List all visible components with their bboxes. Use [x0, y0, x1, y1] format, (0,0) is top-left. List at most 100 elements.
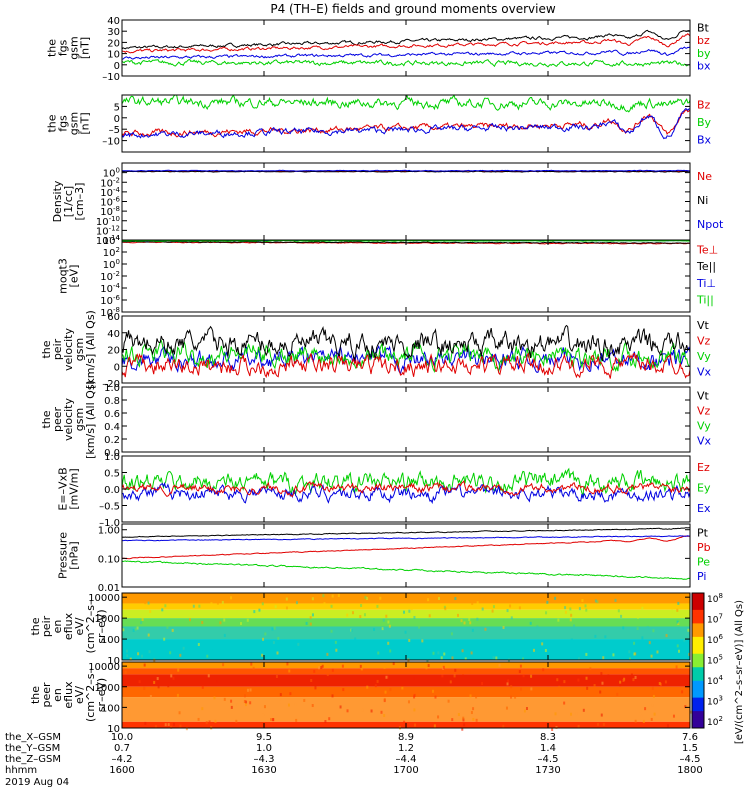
legend-entry: Vz [697, 405, 711, 418]
legend-entry: Vx [697, 365, 712, 378]
series-line-Ni [121, 170, 691, 173]
heatmap-cell [310, 678, 313, 682]
heatmap-cell [392, 662, 395, 666]
heatmap-cell [447, 699, 450, 703]
y-axis-label: velocity [62, 398, 75, 441]
heatmap-cell [484, 627, 487, 631]
heatmap-cell [222, 663, 225, 667]
heatmap-cell [435, 687, 438, 691]
heatmap-cell [272, 641, 275, 645]
heatmap-cell [331, 694, 334, 698]
y-axis-label: [mV/m] [68, 468, 81, 509]
footer-cell: 1630 [251, 765, 276, 776]
heatmap-cell [133, 702, 136, 706]
heatmap-cell [612, 631, 615, 635]
panel-peer_en_eflux: 10000 1000 100 10 thepeerenefluxeV/(cm^2–s–s… [29, 661, 692, 735]
heatmap-cell [633, 652, 636, 656]
y-tick-label: 0 [114, 114, 120, 125]
y-axis-label: peer [51, 407, 64, 433]
heatmap-cell [462, 718, 465, 722]
y-axis-label: the [40, 410, 53, 428]
footer-cell: –4.3 [254, 754, 275, 765]
heatmap-cell [326, 652, 329, 656]
heatmap-cell [586, 686, 589, 690]
y-axis-label: [eV] [68, 265, 81, 288]
heatmap-cell [236, 703, 239, 707]
heatmap-cell [413, 615, 416, 619]
colorbar-cell [692, 690, 704, 695]
heatmap-cell [491, 609, 494, 613]
heatmap-cell [569, 607, 572, 611]
legend-entry: Ez [697, 461, 710, 474]
heatmap-cell [389, 691, 392, 695]
heatmap-cell [365, 689, 368, 693]
heatmap-cell [403, 610, 406, 614]
footer-cell: –4.5 [538, 754, 559, 765]
heatmap-cell [519, 664, 522, 668]
heatmap-cell [272, 718, 275, 722]
heatmap-cell [530, 687, 533, 691]
heatmap-cell [407, 700, 410, 704]
heatmap-cell [274, 605, 277, 609]
heatmap-cell [169, 651, 172, 655]
heatmap-cell [360, 604, 363, 608]
heatmap-cell [652, 629, 655, 633]
footer-row-label: the_Z–GSM [5, 754, 61, 765]
heatmap-cell [471, 601, 474, 605]
heatmap-cell [359, 615, 362, 619]
colorbar-cell [692, 626, 704, 631]
heatmap-cell [184, 641, 187, 645]
heatmap-cell [197, 643, 200, 647]
heatmap-cell [470, 651, 473, 655]
heatmap-cell [141, 617, 144, 621]
heatmap-cell [427, 663, 430, 667]
heatmap-cell [546, 600, 549, 604]
y-axis-label: moqt3 [57, 258, 70, 294]
heatmap-cell [383, 714, 386, 718]
heatmap-cell [285, 597, 288, 601]
heatmap-cell [346, 613, 349, 617]
y-axis-label: the [29, 686, 42, 704]
heatmap-cell [472, 717, 475, 721]
y-tick-label: 40 [107, 329, 120, 340]
heatmap-cell [648, 611, 651, 615]
heatmap-cell [522, 657, 525, 661]
heatmap-cell [403, 720, 406, 724]
heatmap-cell [346, 709, 349, 713]
heatmap-cell [413, 695, 416, 699]
heatmap-cell [314, 686, 317, 690]
colorbar-cell [692, 667, 704, 672]
legend-entry: Vx [697, 435, 712, 448]
heatmap-cell [335, 648, 338, 652]
heatmap-cell [154, 725, 157, 729]
heatmap-cell [185, 727, 188, 731]
heatmap-cell [518, 670, 521, 674]
heatmap-cell [492, 656, 495, 660]
colorbar-cell [692, 596, 704, 601]
heatmap-cell [147, 601, 150, 605]
heatmap-cell [383, 666, 386, 670]
y-tick-label: 10 [107, 724, 120, 735]
heatmap-cell [599, 690, 602, 694]
series-line-bz [121, 32, 691, 54]
heatmap-cell [246, 618, 249, 622]
heatmap-cell [153, 680, 156, 684]
y-tick-label: 60 [107, 312, 120, 323]
heatmap-cell [471, 628, 474, 632]
heatmap-cell [128, 712, 131, 716]
heatmap-cell [551, 727, 554, 731]
heatmap-cell [483, 597, 486, 601]
y-tick-label: 100 [101, 703, 120, 714]
heatmap-cell [258, 608, 261, 612]
heatmap-cell [370, 709, 373, 713]
heatmap-cell [460, 619, 463, 623]
heatmap-cell [581, 598, 584, 602]
colorbar-tick-label: 102 [707, 715, 723, 728]
footer-cell: –4.2 [112, 754, 133, 765]
legend-entry: Pi [697, 570, 706, 583]
heatmap-cell [354, 637, 357, 641]
heatmap-cell [167, 723, 170, 727]
heatmap-cell [653, 712, 656, 716]
heatmap-cell [179, 653, 182, 657]
